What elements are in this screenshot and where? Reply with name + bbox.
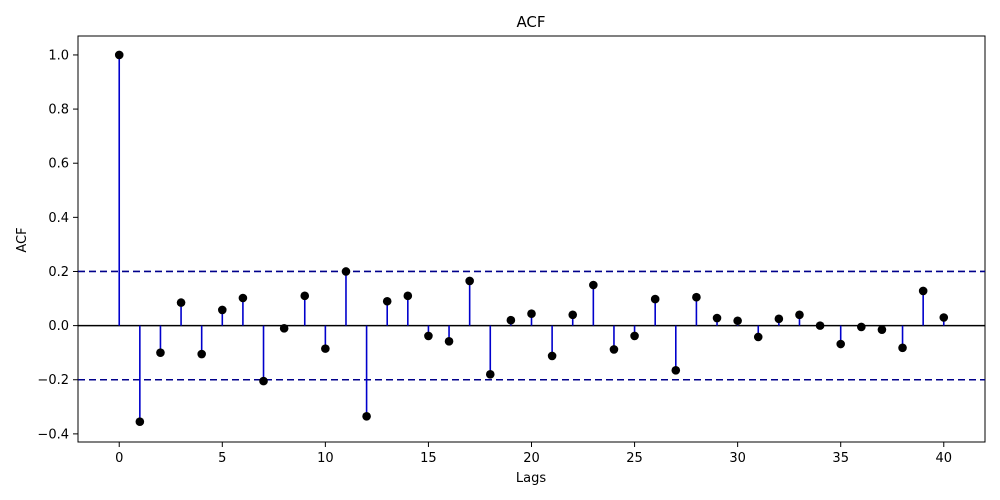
x-tick-label: 5: [218, 451, 226, 466]
x-tick-label: 10: [317, 451, 334, 466]
acf-marker: [609, 345, 619, 354]
acf-marker: [692, 292, 701, 302]
acf-marker: [589, 280, 598, 290]
y-tick-label: −0.4: [37, 427, 69, 442]
acf-marker: [877, 325, 887, 334]
x-tick-label: 35: [832, 451, 849, 466]
acf-marker: [444, 337, 454, 346]
acf-marker: [300, 291, 310, 301]
acf-marker: [217, 305, 227, 315]
x-tick-label: 15: [420, 451, 437, 466]
y-tick-label: −0.2: [37, 373, 69, 388]
acf-marker: [898, 343, 907, 353]
acf-marker: [197, 349, 206, 359]
x-tick-label: 30: [729, 451, 746, 466]
x-tick-label: 0: [115, 451, 123, 466]
acf-marker: [176, 298, 186, 307]
y-axis-ticks: −0.4 −0.2 0.0 0.2 0.4 0.6 0.8 1.0: [37, 48, 78, 442]
acf-marker: [259, 376, 268, 386]
acf-marker: [465, 276, 474, 286]
acf-marker: [547, 351, 557, 361]
y-tick-label: 1.0: [48, 48, 69, 63]
acf-marker: [135, 417, 145, 427]
acf-marker: [568, 310, 578, 320]
acf-marker: [485, 370, 495, 379]
acf-marker: [382, 296, 392, 306]
acf-marker: [753, 332, 763, 342]
acf-marker: [341, 267, 351, 276]
acf-marker: [279, 324, 289, 333]
y-tick-label: 0.8: [48, 103, 69, 118]
acf-marker: [630, 331, 639, 341]
plot-frame: [77, 35, 986, 443]
acf-marker: [712, 313, 722, 323]
x-tick-label: 25: [626, 451, 643, 466]
y-tick-label: 0.4: [48, 211, 69, 226]
acf-marker: [857, 322, 866, 332]
acf-marker: [506, 315, 516, 325]
acf-marker: [362, 411, 371, 421]
acf-marker: [650, 294, 660, 304]
x-axis-label: Lags: [516, 471, 546, 486]
acf-marker: [238, 293, 248, 303]
acf-marker: [424, 331, 433, 341]
acf-marker: [321, 344, 330, 353]
x-axis-ticks: 0 5 10 15 20 25 30 35 40: [115, 442, 952, 466]
acf-marker: [403, 291, 413, 301]
y-tick-label: 0.0: [48, 319, 69, 334]
acf-marker: [795, 310, 804, 320]
x-tick-label: 40: [935, 451, 952, 466]
acf-marker: [114, 50, 124, 60]
plot-area: [77, 35, 986, 443]
y-tick-label: 0.2: [48, 265, 69, 280]
acf-marker: [527, 309, 536, 319]
acf-marker: [815, 321, 825, 330]
chart-title: ACF: [516, 13, 545, 31]
acf-marker: [939, 313, 949, 322]
acf-marker: [918, 286, 928, 296]
acf-marker: [671, 365, 681, 375]
acf-marker: [774, 314, 784, 324]
acf-marker: [836, 339, 846, 349]
acf-marker: [733, 316, 742, 326]
y-axis-label: ACF: [15, 227, 30, 252]
x-tick-label: 20: [523, 451, 540, 466]
acf-marker: [156, 348, 165, 357]
y-tick-label: 0.6: [48, 157, 69, 172]
